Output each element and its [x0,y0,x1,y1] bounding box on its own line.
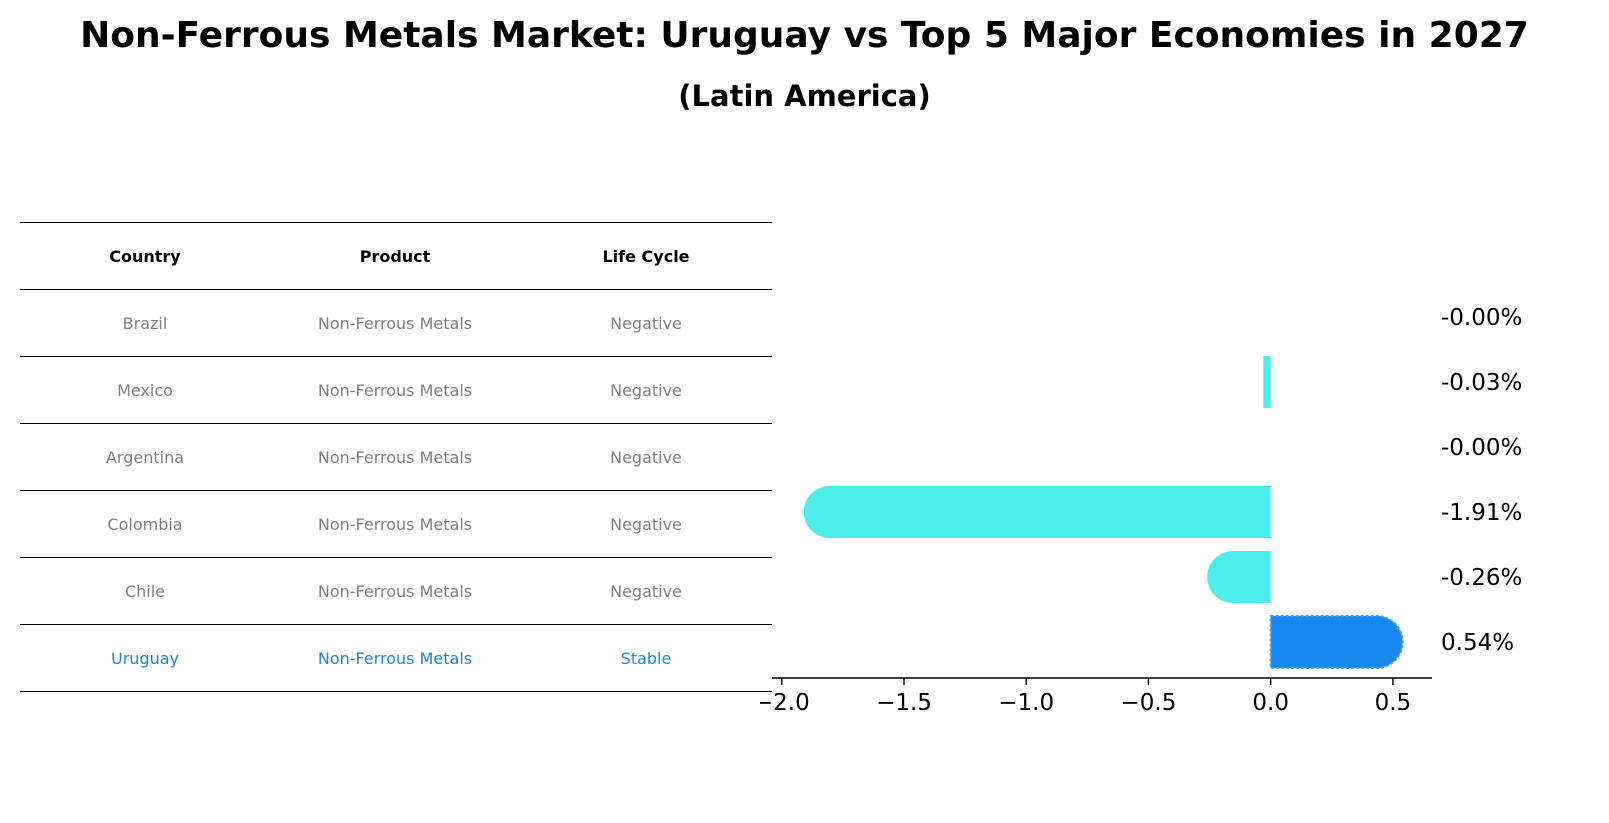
header-life-cycle: Life Cycle [520,222,772,290]
x-tick-label: −2.0 [760,690,810,716]
cell-product: Non-Ferrous Metals [270,356,520,424]
x-tick-label: −0.5 [1121,690,1177,716]
x-tick-label: 0.5 [1375,690,1412,716]
chart-title: Non-Ferrous Metals Market: Uruguay vs To… [80,15,1529,56]
cell-product: Non-Ferrous Metals [270,490,520,558]
info-table: Country Product Life Cycle Brazil Non-Fe… [20,222,772,692]
value-labels-layer: -0.00% -0.03% -0.00% -1.91% -0.26% 0.54% [1441,305,1522,656]
value-label: 0.54% [1441,630,1514,656]
table-row: Colombia Non-Ferrous Metals Negative [20,490,772,558]
value-label: -0.00% [1441,305,1522,331]
x-axis: −2.0 −1.5 −1.0 −0.5 0.0 0.5 [760,677,1432,716]
cell-country: Uruguay [20,624,270,692]
cell-life-cycle: Negative [520,356,772,424]
value-label: -0.03% [1441,370,1522,396]
info-table-container: Country Product Life Cycle Brazil Non-Fe… [20,222,772,692]
cell-country: Argentina [20,423,270,491]
cell-life-cycle: Negative [520,557,772,625]
value-label: -0.00% [1441,435,1522,461]
cell-product: Non-Ferrous Metals [270,289,520,357]
cell-product: Non-Ferrous Metals [270,423,520,491]
cell-product: Non-Ferrous Metals [270,624,520,692]
header-country: Country [20,222,270,290]
x-tick-label: −1.0 [998,690,1054,716]
cell-country: Colombia [20,490,270,558]
value-label: -1.91% [1441,500,1522,526]
bars-layer [803,356,1404,669]
table-row: Argentina Non-Ferrous Metals Negative [20,423,772,491]
chart-subtitle: (Latin America) [678,79,931,113]
table-row-highlight: Uruguay Non-Ferrous Metals Stable [20,624,772,692]
cell-life-cycle: Negative [520,289,772,357]
bar-chart: -0.00% -0.03% -0.00% -1.91% -0.26% 0.54% −2.0… [760,305,1522,716]
cell-country: Mexico [20,356,270,424]
x-tick-label: 0.0 [1252,690,1289,716]
bar-mexico [1263,356,1271,408]
bar-uruguay [1269,615,1404,669]
value-label: -0.26% [1441,565,1522,591]
bar-chile [1207,551,1271,603]
table-header-row: Country Product Life Cycle [20,222,772,290]
cell-life-cycle: Stable [520,624,772,692]
table-row: Chile Non-Ferrous Metals Negative [20,557,772,625]
cell-life-cycle: Negative [520,490,772,558]
bar-colombia [803,486,1271,538]
cell-country: Brazil [20,289,270,357]
table-row: Mexico Non-Ferrous Metals Negative [20,356,772,424]
table-row: Brazil Non-Ferrous Metals Negative [20,289,772,357]
header-product: Product [270,222,520,290]
cell-country: Chile [20,557,270,625]
cell-product: Non-Ferrous Metals [270,557,520,625]
x-tick-label: −1.5 [876,690,932,716]
cell-life-cycle: Negative [520,423,772,491]
